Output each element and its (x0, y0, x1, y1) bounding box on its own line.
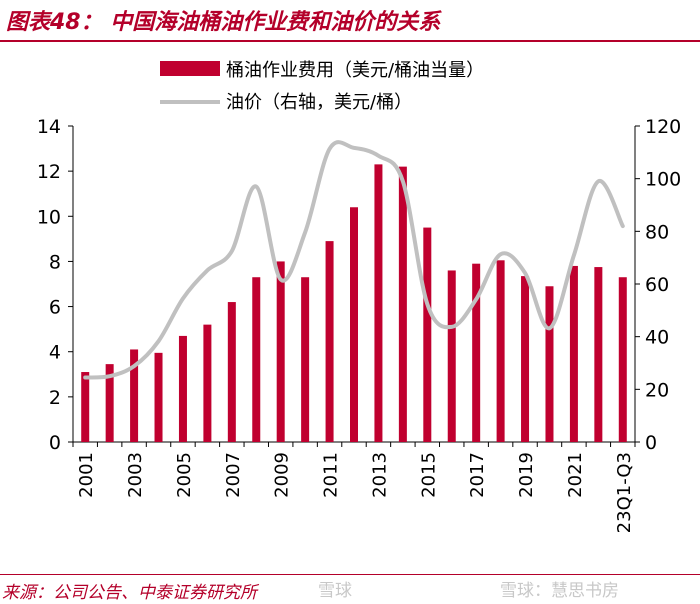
left-tick-label: 2 (49, 387, 61, 409)
legend: 桶油作业费用（美元/桶油当量） 油价（右轴，美元/桶） (160, 60, 484, 113)
left-tick-label: 10 (37, 206, 61, 228)
footer-divider (0, 574, 700, 575)
left-tick-label: 12 (37, 161, 61, 183)
legend-label-line: 油价（右轴，美元/桶） (226, 92, 412, 113)
left-tick-label: 4 (49, 342, 61, 364)
x-tick-label: 2009 (272, 452, 293, 498)
right-tick-label: 120 (645, 116, 681, 138)
line-series (83, 140, 625, 380)
right-tick-label: 60 (645, 274, 669, 296)
bar (374, 164, 383, 442)
bar (81, 372, 90, 442)
bar (252, 277, 261, 442)
x-tick-label: 23Q1-Q3 (614, 452, 635, 533)
bar (301, 277, 310, 442)
bar (472, 263, 481, 442)
right-tick-label: 80 (645, 221, 669, 243)
bar (154, 352, 163, 442)
bar (569, 265, 578, 442)
bar (447, 270, 456, 442)
title-divider (0, 40, 700, 42)
bar (545, 286, 554, 442)
x-tick-label: 2019 (516, 452, 537, 498)
x-tick-label: 2013 (369, 452, 390, 498)
x-tick-label: 2003 (125, 452, 146, 498)
bar (130, 349, 139, 442)
x-tick-label: 2007 (223, 452, 244, 498)
watermark-right: 雪球：慧思书房 (500, 581, 619, 601)
right-tick-label: 100 (645, 169, 681, 191)
bar (105, 364, 114, 442)
bar (203, 324, 212, 442)
right-tick-label: 20 (645, 379, 669, 401)
tick-labels: 0 2 4 6 8 10 12 14 0 20 40 60 80 100 120 2001 2003 2005 20… (37, 116, 681, 533)
left-tick-label: 8 (49, 251, 61, 273)
right-tick-label: 0 (645, 432, 657, 454)
left-tick-label: 14 (37, 116, 61, 138)
right-tick-label: 40 (645, 327, 669, 349)
legend-label-bar: 桶油作业费用（美元/桶油当量） (226, 60, 484, 81)
bar (227, 302, 236, 442)
bar (276, 261, 285, 442)
left-tick-label: 6 (49, 297, 61, 319)
chart-canvas: 桶油作业费用（美元/桶油当量）油价（右轴，美元/桶） 0246810121402… (37, 60, 681, 533)
x-tick-label: 2011 (321, 452, 342, 498)
bar (325, 241, 334, 442)
bar (496, 260, 505, 442)
left-tick-label: 0 (49, 432, 61, 454)
x-tick-label: 2017 (467, 452, 488, 498)
oil-price-line (83, 140, 625, 380)
bar (618, 277, 627, 442)
x-tick-label: 2021 (565, 452, 586, 498)
watermark-left: 雪球 (318, 581, 352, 601)
bar-series (81, 164, 627, 442)
legend-swatch-bar (160, 61, 220, 76)
bar (521, 276, 530, 442)
x-tick-label: 2015 (418, 452, 439, 498)
bar (178, 335, 187, 442)
bar (398, 166, 407, 442)
x-tick-label: 2005 (174, 452, 195, 498)
bar (350, 207, 358, 442)
source-note: 来源：公司公告、中泰证券研究所 (2, 583, 257, 603)
chart-title: 图表48： 中国海油桶油作业费和油价的关系 (6, 10, 441, 35)
bar (423, 227, 432, 442)
x-tick-label: 2001 (76, 452, 97, 498)
bar (594, 267, 603, 442)
